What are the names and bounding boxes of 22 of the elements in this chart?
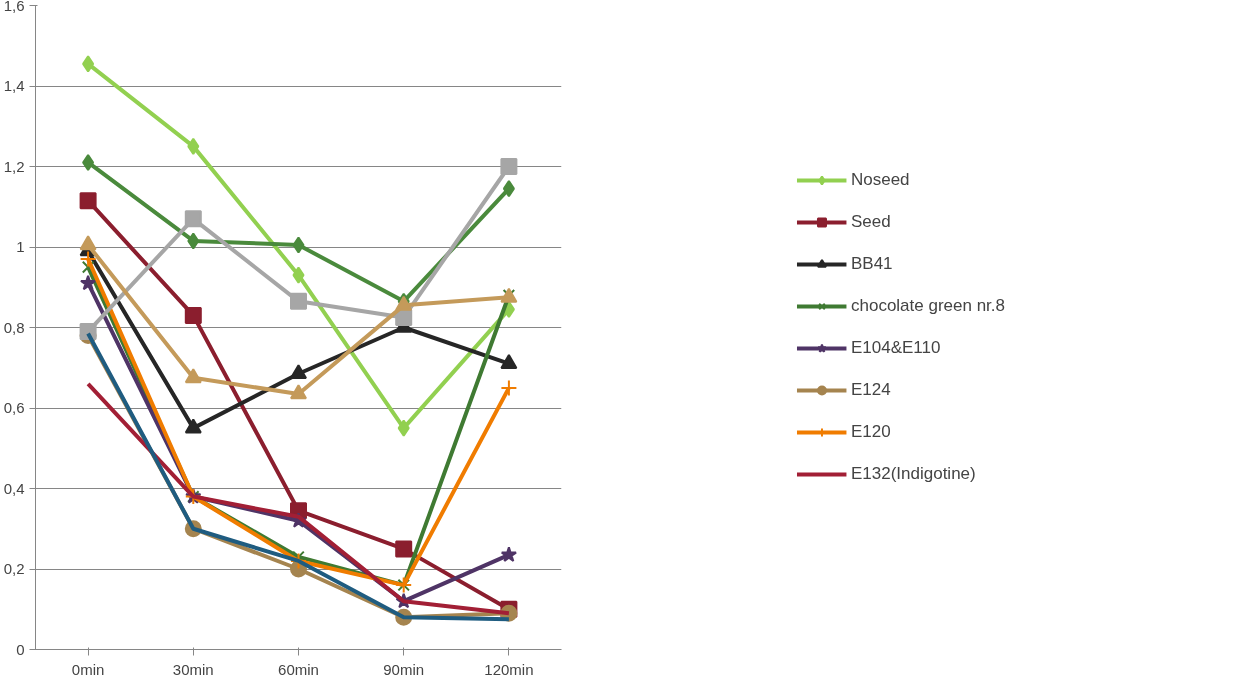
legend-label: Seed <box>850 212 891 232</box>
y-tick-label: 1,6 <box>3 0 25 14</box>
y-tick-label: 0 <box>16 640 25 658</box>
y-tick-label: 1 <box>16 238 25 255</box>
x-tick-label: 0min <box>71 660 105 678</box>
x-tick-label: 90min <box>383 660 425 678</box>
legend-label: E132(Indigotine) <box>850 464 976 484</box>
legend-label: E120 <box>850 422 891 442</box>
legend-label: Noseed <box>850 170 910 190</box>
legend-label: BB41 <box>850 254 893 274</box>
legend-label: E124 <box>850 380 891 400</box>
y-tick-label: 0,2 <box>3 560 25 577</box>
y-tick-label: 0,8 <box>3 318 25 336</box>
x-tick-label: 60min <box>278 660 319 678</box>
y-tick-label: 1,4 <box>3 77 25 94</box>
legend-label: E104&E110 <box>850 338 941 358</box>
y-tick-label: 0,4 <box>3 479 25 497</box>
x-tick-label: 120min <box>484 660 534 678</box>
y-tick-label: 0,6 <box>3 399 25 416</box>
x-tick-label: 30min <box>172 660 214 678</box>
legend-label: chocolate green nr.8 <box>850 296 1006 316</box>
y-tick-label: 1,2 <box>3 157 25 175</box>
